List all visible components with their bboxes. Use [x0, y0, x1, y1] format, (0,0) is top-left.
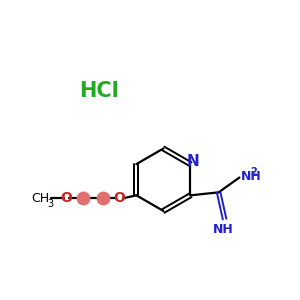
Text: O: O — [60, 191, 72, 205]
Text: NH: NH — [241, 169, 262, 182]
Text: 2: 2 — [251, 167, 257, 177]
Text: O: O — [113, 191, 125, 205]
Text: N: N — [186, 154, 199, 169]
Text: HCl: HCl — [80, 81, 119, 100]
Text: CH: CH — [32, 192, 50, 205]
Text: 3: 3 — [48, 199, 54, 208]
Text: NH: NH — [213, 223, 233, 236]
